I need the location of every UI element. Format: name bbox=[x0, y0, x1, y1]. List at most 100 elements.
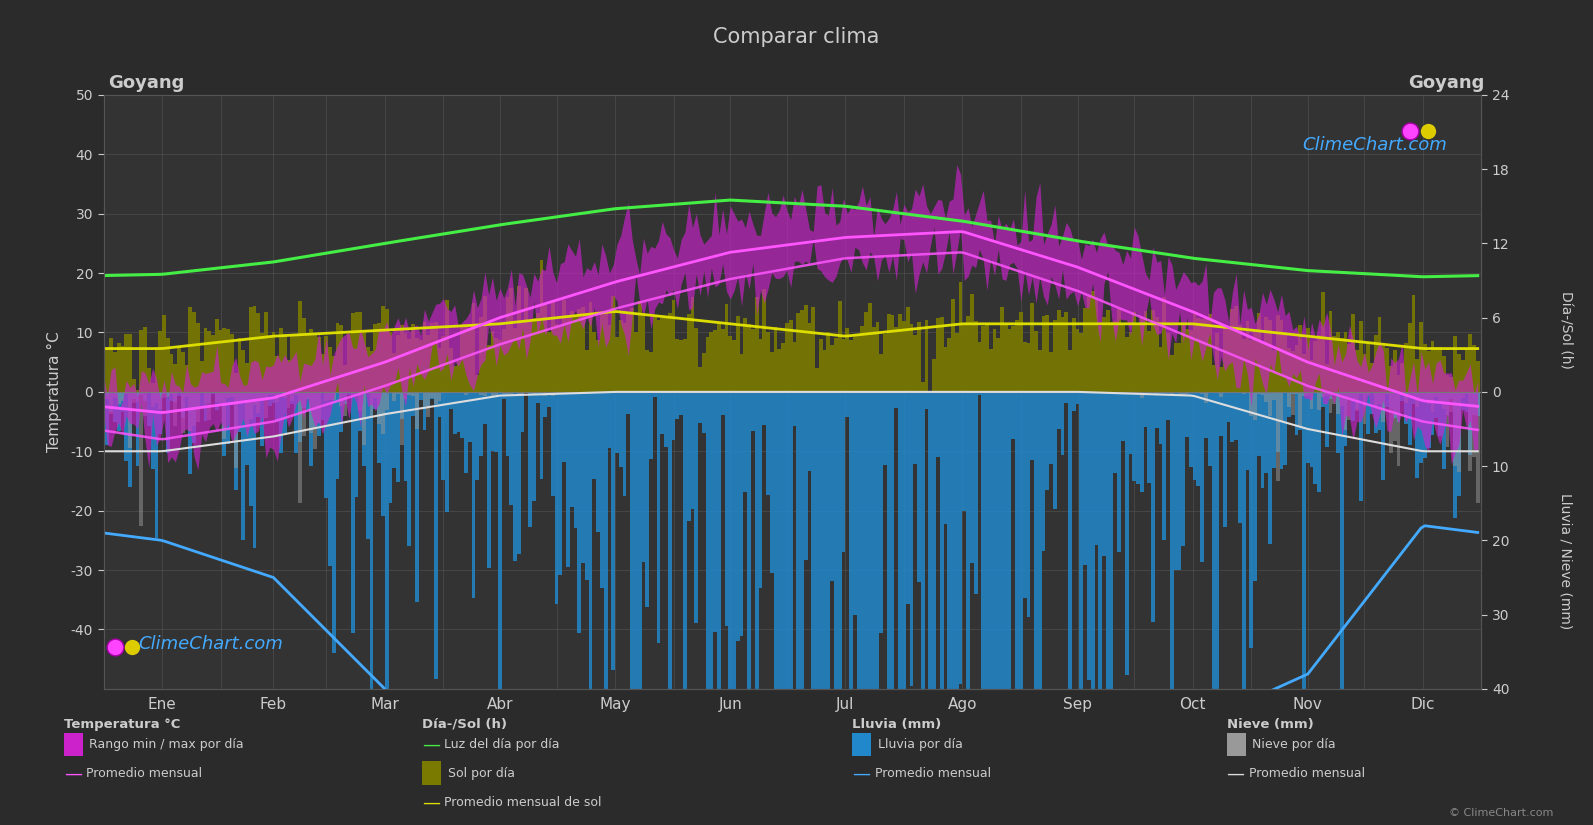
Bar bbox=[857, 335, 860, 392]
Bar bbox=[871, 328, 876, 392]
Bar bbox=[1329, 392, 1332, 413]
Bar bbox=[1290, 392, 1295, 394]
Text: ClimeChart.com: ClimeChart.com bbox=[139, 635, 282, 653]
Bar bbox=[1469, 392, 1472, 455]
Bar bbox=[921, 383, 924, 392]
Bar bbox=[1301, 392, 1306, 815]
Bar bbox=[1325, 392, 1329, 447]
Bar bbox=[295, 392, 298, 395]
Bar bbox=[499, 392, 502, 799]
Bar bbox=[1012, 326, 1015, 392]
Bar bbox=[573, 392, 577, 528]
Bar bbox=[1458, 354, 1461, 392]
Bar bbox=[207, 392, 212, 403]
Bar bbox=[1295, 345, 1298, 392]
Bar bbox=[264, 312, 268, 392]
Bar bbox=[226, 392, 229, 444]
Bar bbox=[113, 392, 116, 398]
Bar bbox=[433, 392, 438, 404]
Bar bbox=[1072, 318, 1075, 392]
Bar bbox=[894, 327, 898, 392]
Bar bbox=[1359, 392, 1362, 394]
Bar bbox=[604, 311, 607, 392]
Bar bbox=[703, 392, 706, 433]
Bar bbox=[242, 392, 245, 402]
Bar bbox=[785, 323, 789, 392]
Bar bbox=[992, 328, 996, 392]
Bar bbox=[1169, 355, 1174, 392]
Bar bbox=[441, 336, 444, 392]
Bar bbox=[1469, 392, 1472, 471]
Bar bbox=[1045, 315, 1050, 392]
Bar bbox=[1386, 348, 1389, 392]
Bar bbox=[1438, 392, 1442, 436]
Bar bbox=[1427, 392, 1431, 448]
Bar bbox=[1230, 392, 1235, 394]
Bar bbox=[510, 392, 513, 394]
Bar bbox=[1125, 392, 1128, 675]
Bar bbox=[260, 392, 264, 446]
Bar bbox=[1026, 392, 1031, 617]
Bar bbox=[1008, 329, 1012, 392]
Bar bbox=[362, 392, 366, 446]
Bar bbox=[314, 392, 317, 450]
Bar bbox=[116, 392, 121, 431]
Bar bbox=[1215, 392, 1219, 743]
Bar bbox=[1141, 392, 1144, 398]
Bar bbox=[607, 325, 612, 392]
Bar bbox=[284, 392, 287, 398]
Bar bbox=[207, 332, 212, 392]
Bar bbox=[631, 308, 634, 392]
Bar bbox=[615, 392, 618, 453]
Bar bbox=[1461, 392, 1464, 398]
Bar bbox=[1419, 322, 1423, 392]
Bar bbox=[967, 316, 970, 392]
Bar bbox=[1416, 392, 1419, 478]
Bar bbox=[781, 343, 785, 392]
Bar bbox=[852, 392, 857, 615]
Bar bbox=[215, 392, 218, 409]
Bar bbox=[389, 392, 392, 502]
Bar bbox=[1392, 392, 1397, 417]
Bar bbox=[242, 350, 245, 392]
Bar bbox=[1419, 392, 1423, 464]
Bar bbox=[328, 392, 331, 566]
Bar bbox=[1295, 392, 1298, 435]
Bar bbox=[494, 392, 499, 395]
Bar bbox=[653, 392, 656, 398]
Bar bbox=[769, 392, 774, 573]
Bar bbox=[1166, 392, 1169, 420]
Bar bbox=[1223, 327, 1227, 392]
Bar bbox=[373, 324, 378, 392]
Bar bbox=[1416, 392, 1419, 408]
Bar bbox=[687, 392, 691, 521]
Bar bbox=[212, 392, 215, 394]
Bar bbox=[411, 323, 416, 392]
Bar bbox=[1207, 392, 1212, 393]
Bar bbox=[193, 392, 196, 427]
Bar bbox=[290, 392, 295, 402]
Bar bbox=[491, 392, 494, 397]
Bar bbox=[808, 392, 811, 471]
Bar bbox=[226, 392, 229, 398]
Bar bbox=[750, 392, 755, 431]
Bar bbox=[491, 392, 494, 451]
Bar bbox=[1235, 392, 1238, 440]
Bar bbox=[1344, 392, 1348, 446]
Bar bbox=[381, 306, 386, 392]
Bar bbox=[554, 392, 559, 604]
Text: —: — bbox=[852, 765, 870, 783]
Bar bbox=[389, 332, 392, 392]
Bar bbox=[158, 392, 162, 409]
Bar bbox=[419, 392, 422, 400]
Bar bbox=[736, 392, 739, 641]
Bar bbox=[551, 300, 554, 392]
Bar bbox=[959, 392, 962, 684]
Bar bbox=[1056, 392, 1061, 429]
Bar bbox=[1373, 392, 1378, 406]
Bar bbox=[1193, 313, 1196, 392]
Bar bbox=[642, 314, 645, 392]
Bar bbox=[1340, 392, 1344, 406]
Bar bbox=[846, 328, 849, 392]
Text: Día-/Sol (h): Día-/Sol (h) bbox=[1560, 291, 1572, 369]
